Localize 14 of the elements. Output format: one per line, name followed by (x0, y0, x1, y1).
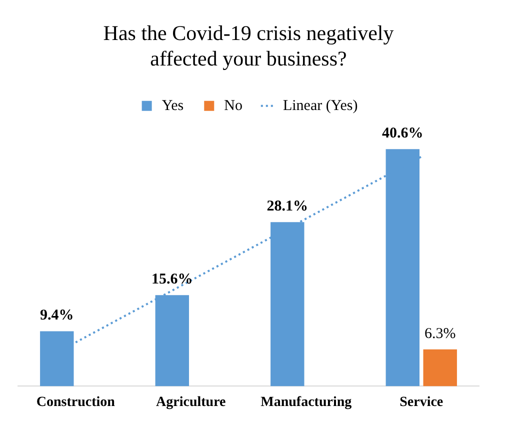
x-tick-label: Construction (36, 395, 116, 410)
data-label: 6.3% (424, 326, 456, 342)
x-tick-label: Service (400, 395, 444, 410)
data-label: 28.1% (266, 198, 308, 214)
legend-label: No (224, 98, 242, 114)
legend-label: Yes (162, 98, 184, 114)
data-label: 40.6% (382, 125, 424, 142)
data-label: 9.4% (40, 308, 74, 324)
x-tick-label: Agriculture (156, 395, 226, 410)
legend-label: Linear (Yes) (282, 98, 358, 114)
bar (423, 349, 457, 386)
chart-title: Has the Covid-19 crisis negatively affected your business? (103, 21, 394, 70)
x-tick-label: Manufacturing (260, 395, 352, 410)
data-label: 15.6% (152, 271, 193, 288)
